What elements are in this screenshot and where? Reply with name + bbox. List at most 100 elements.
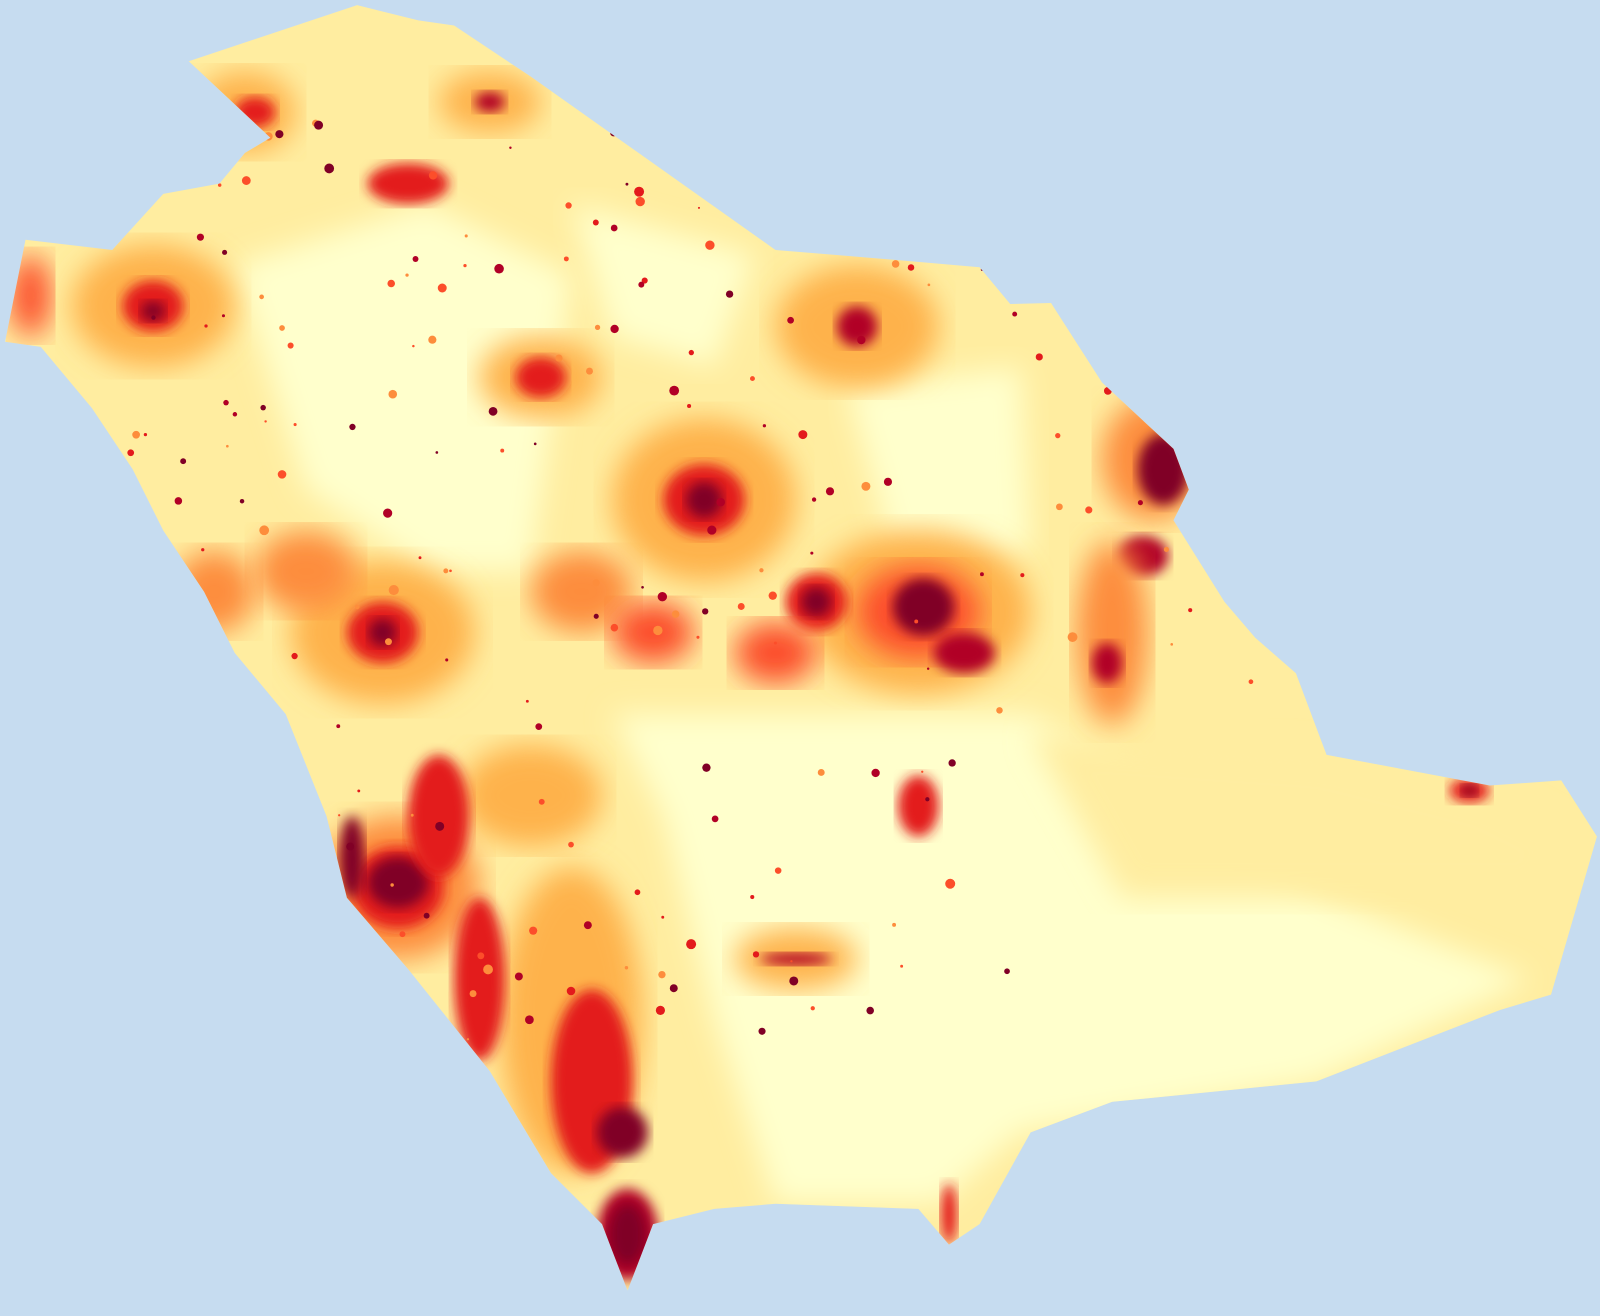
- settlement-dot: [463, 264, 467, 268]
- settlement-dot: [383, 508, 393, 518]
- settlement-dot: [259, 525, 270, 536]
- settlement-dot: [341, 1005, 346, 1009]
- population-hotspot: [173, 550, 256, 633]
- settlement-dot: [750, 376, 755, 382]
- population-hotspot: [897, 775, 939, 837]
- settlement-dot: [568, 841, 574, 848]
- sparse-region: [612, 714, 1531, 1204]
- settlement-dot: [464, 234, 468, 238]
- settlement-dot: [1252, 126, 1259, 133]
- settlement-dot: [696, 635, 700, 639]
- settlement-dot: [625, 182, 629, 186]
- settlement-dot: [264, 420, 267, 423]
- settlement-dot: [324, 163, 335, 174]
- settlement-dot: [586, 367, 593, 375]
- settlement-dot: [688, 349, 694, 356]
- settlement-dot: [153, 636, 161, 644]
- settlement-dot: [267, 786, 277, 796]
- settlement-dot: [592, 219, 599, 226]
- settlement-dot: [825, 487, 835, 496]
- settlement-dot: [259, 294, 264, 300]
- settlement-dot: [905, 123, 910, 127]
- population-hotspot: [1461, 784, 1478, 797]
- population-hotspot: [140, 300, 166, 322]
- settlement-dot: [232, 412, 238, 417]
- settlement-dot: [655, 1005, 665, 1015]
- settlement-dot: [469, 990, 477, 998]
- settlement-dot: [215, 138, 222, 145]
- settlement-dot: [525, 1015, 534, 1025]
- settlement-dot: [661, 915, 665, 919]
- settlement-dot: [123, 1017, 131, 1025]
- settlement-dot: [387, 279, 395, 288]
- settlement-dot: [1262, 383, 1265, 387]
- settlement-dot: [610, 623, 619, 632]
- population-hotspot: [1076, 540, 1148, 725]
- settlement-dot: [762, 424, 767, 428]
- sparse-region: [846, 367, 1031, 572]
- settlement-dot: [346, 842, 355, 851]
- settlement-dot: [443, 568, 449, 574]
- settlement-dot: [1188, 608, 1193, 613]
- settlement-dot: [1267, 455, 1276, 464]
- settlement-dot: [217, 183, 222, 187]
- settlement-dot: [445, 658, 449, 662]
- settlement-dot: [1118, 149, 1121, 153]
- settlement-dot: [1004, 968, 1010, 975]
- settlement-dot: [725, 290, 734, 298]
- settlement-dot: [634, 186, 645, 197]
- settlement-dot: [128, 743, 133, 748]
- population-hotspot: [685, 481, 723, 519]
- population-hotspot: [10, 255, 52, 337]
- settlement-dot: [889, 128, 892, 131]
- settlement-dot: [921, 770, 924, 773]
- settlement-dot: [223, 695, 232, 704]
- settlement-dot: [1016, 194, 1027, 205]
- settlement-dot: [773, 641, 777, 645]
- settlement-dot: [259, 944, 268, 952]
- settlement-dot: [866, 1006, 874, 1015]
- settlement-dot: [336, 724, 341, 729]
- settlement-dot: [926, 667, 930, 670]
- settlement-dot: [535, 723, 543, 731]
- settlement-dot: [153, 680, 157, 684]
- settlement-dot: [657, 591, 668, 602]
- settlement-dot: [1248, 679, 1254, 685]
- settlement-dot: [929, 240, 939, 250]
- settlement-dot: [118, 532, 127, 541]
- settlement-dot: [435, 821, 445, 831]
- population-hotspot: [801, 586, 832, 618]
- settlement-dot: [1163, 546, 1169, 553]
- settlement-dot: [423, 912, 430, 919]
- settlement-dot: [488, 406, 498, 416]
- population-hotspot: [892, 578, 955, 636]
- settlement-dot: [737, 603, 745, 610]
- settlement-dot: [210, 671, 219, 681]
- settlement-dot: [610, 129, 617, 137]
- settlement-dot: [139, 841, 145, 848]
- settlement-dot: [947, 134, 951, 138]
- settlement-dot: [753, 167, 760, 174]
- settlement-dot: [287, 342, 294, 349]
- settlement-dot: [1059, 244, 1063, 248]
- settlement-dot: [892, 922, 897, 927]
- settlement-dot: [634, 889, 641, 896]
- settlement-dot: [658, 970, 666, 979]
- settlement-dot: [1240, 417, 1247, 424]
- settlement-dot: [583, 921, 592, 930]
- settlement-dot: [945, 878, 956, 889]
- settlement-dot: [264, 132, 273, 141]
- settlement-dot: [124, 648, 133, 657]
- settlement-dot: [153, 575, 160, 582]
- population-hotspot: [367, 856, 429, 908]
- settlement-dot: [449, 569, 452, 573]
- settlement-dot: [1055, 432, 1061, 439]
- settlement-dot: [483, 964, 493, 975]
- population-hotspot: [609, 1203, 646, 1265]
- settlement-dot: [928, 225, 937, 234]
- settlement-dot: [533, 442, 537, 446]
- settlement-dot: [565, 202, 572, 209]
- population-hotspot: [515, 357, 567, 398]
